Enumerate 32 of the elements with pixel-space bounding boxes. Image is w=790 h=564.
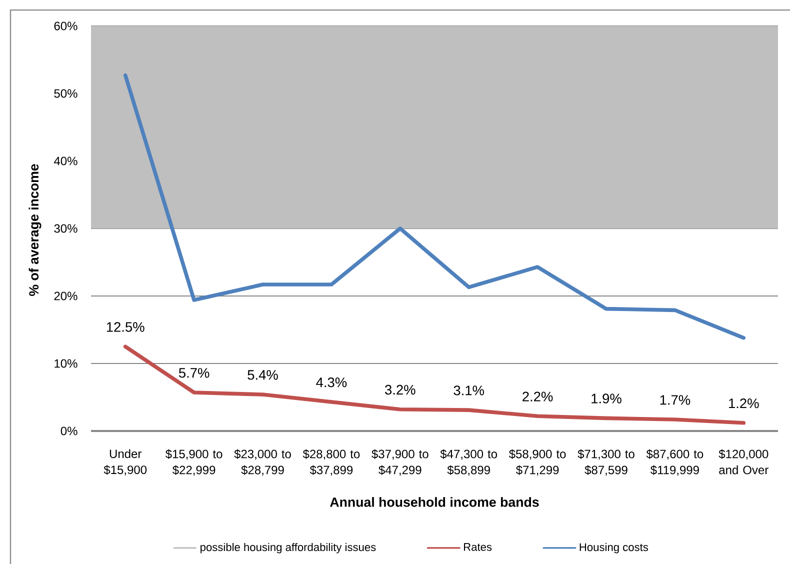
data-label: 3.2% (385, 384, 416, 395)
legend-label: Housing costs (580, 542, 648, 554)
y-tick-label: 50% (54, 89, 78, 98)
y-tick-label: 10% (54, 359, 78, 368)
y-tick-label: 20% (54, 292, 78, 300)
legend-label: Rates (464, 543, 492, 551)
x-tick-label: $120,000 and Over (718, 449, 768, 474)
x-tick-label: $58,900 to $71,299 (508, 449, 566, 476)
x-tick-label: $87,600 to $119,999 (646, 449, 704, 476)
data-label: 4.3% (316, 377, 347, 388)
x-tick-label: $37,900 to $47,299 (372, 449, 428, 476)
y-tick-label: 0% (60, 426, 78, 436)
x-tick-label: $23,000 to $28,799 (234, 449, 291, 476)
legend-label: possible housing affordability issues (200, 542, 376, 554)
x-tick-label: $28,800 to $37,899 (302, 449, 360, 476)
y-tick-label: 40% (54, 156, 78, 166)
data-label: 1.9% (592, 394, 622, 404)
x-tick-label: $71,300 to $87,599 (578, 449, 634, 476)
y-tick-label: 30% (54, 224, 78, 233)
data-label: 1.7% (660, 395, 690, 405)
data-label: 1.2% (729, 398, 759, 408)
x-axis-title: Annual household income bands (330, 497, 539, 507)
data-label: 3.1% (454, 386, 484, 396)
data-label: 2.2% (522, 392, 553, 402)
data-label: 12.5% (106, 322, 144, 332)
data-label: 5.4% (248, 370, 278, 380)
data-label: 5.7% (178, 368, 210, 378)
y-tick-label: 60% (54, 22, 78, 30)
x-tick-label: $47,300 to $58,899 (440, 449, 498, 476)
x-tick-label: Under $15,900 (104, 449, 147, 476)
y-axis-title: % of average income (28, 164, 42, 296)
x-tick-label: $15,900 to $22,999 (165, 449, 222, 476)
